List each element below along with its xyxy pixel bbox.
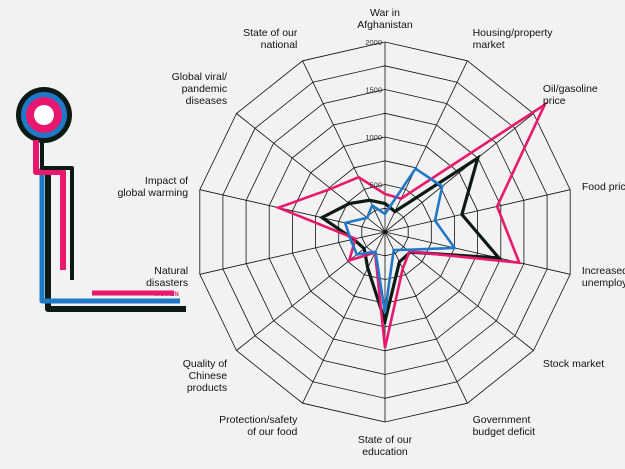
axis-label: Stock market — [543, 358, 604, 370]
axis-label: Impact of global warming — [117, 175, 188, 199]
spoke-line — [236, 113, 386, 233]
series-micro — [318, 154, 503, 328]
logo-line-micro — [45, 170, 186, 312]
axis-label: State of our education — [358, 434, 413, 458]
logo-line-men — [39, 168, 180, 304]
radial-tick-label: 2000 — [365, 38, 382, 47]
legend-micro-label: MICRO LEVEL — [142, 307, 186, 313]
spoke-line — [384, 60, 468, 233]
spoke-line — [302, 60, 386, 233]
axis-label: Natural disasters — [146, 265, 188, 289]
axis-label: Global viral/pandemic diseases — [172, 71, 228, 107]
axis-labels: War in Afghanistan Housing/property market O… — [117, 7, 625, 458]
legend: WOMEN MEN MICRO LEVEL — [142, 292, 186, 313]
axis-label: Food prices — [582, 181, 625, 193]
radial-ticks: 500 1000 1500 2000 — [365, 38, 382, 190]
radar-spokes — [199, 42, 571, 422]
spoke-line — [384, 231, 468, 404]
spoke-line — [302, 231, 386, 404]
spoke-line — [384, 189, 571, 233]
axis-label: War in Afghanistan — [357, 7, 413, 31]
spoke-line — [384, 231, 571, 275]
spoke-line — [199, 189, 386, 233]
axis-label: Government budget deficit — [473, 414, 536, 438]
series-men — [343, 166, 457, 313]
axis-label: Oil/gasoline price — [543, 83, 598, 107]
radial-tick-label: 1000 — [365, 133, 382, 142]
logo-ring-inner — [34, 105, 54, 125]
spoke-line — [236, 231, 386, 351]
axis-label: Protection/safety of our food — [219, 414, 298, 438]
axis-label: Quality of Chinese products — [183, 358, 228, 394]
logo-stem-micro — [40, 140, 74, 280]
legend-men-label: MEN — [165, 299, 179, 305]
micro-level-logo — [16, 87, 186, 312]
axis-label: Increasedunemployment — [582, 265, 625, 289]
radar-series — [274, 101, 548, 349]
spoke-line — [384, 113, 534, 233]
axis-label: Housing/property market — [473, 27, 554, 51]
logo-stem-women — [33, 140, 66, 270]
legend-women-label: WOMEN — [154, 292, 179, 298]
axis-label: State of our national — [243, 27, 298, 51]
radial-tick-label: 1500 — [365, 86, 382, 95]
series-women — [274, 101, 548, 349]
radial-tick-label: 500 — [369, 181, 382, 190]
